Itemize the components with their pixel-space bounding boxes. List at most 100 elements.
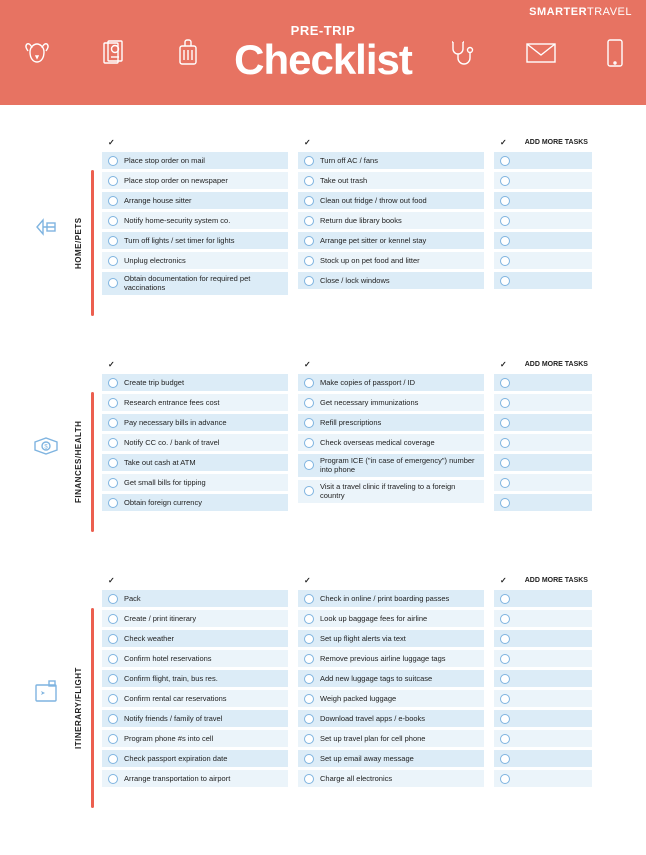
task-row-blank bbox=[494, 710, 592, 727]
checkbox-circle[interactable] bbox=[304, 438, 314, 448]
checkbox-circle[interactable] bbox=[500, 196, 510, 206]
stethoscope-icon bbox=[447, 38, 475, 68]
task-text: Remove previous airline luggage tags bbox=[320, 654, 446, 663]
checkbox-circle[interactable] bbox=[500, 156, 510, 166]
checkbox-circle[interactable] bbox=[500, 418, 510, 428]
checkbox-circle[interactable] bbox=[500, 634, 510, 644]
checkbox-circle[interactable] bbox=[108, 196, 118, 206]
task-text: Download travel apps / e-books bbox=[320, 714, 425, 723]
checkbox-circle[interactable] bbox=[304, 398, 314, 408]
checkbox-circle[interactable] bbox=[500, 774, 510, 784]
checkbox-circle[interactable] bbox=[500, 714, 510, 724]
task-row-blank bbox=[494, 434, 592, 451]
checkbox-circle[interactable] bbox=[304, 460, 314, 470]
task-text: Place stop order on mail bbox=[124, 156, 205, 165]
check-mark-icon: ✓ bbox=[500, 138, 507, 147]
checkbox-circle[interactable] bbox=[500, 614, 510, 624]
checkbox-circle[interactable] bbox=[500, 594, 510, 604]
checkbox-circle[interactable] bbox=[108, 278, 118, 288]
checkbox-circle[interactable] bbox=[500, 734, 510, 744]
checkbox-circle[interactable] bbox=[108, 458, 118, 468]
checkbox-circle[interactable] bbox=[108, 734, 118, 744]
checkbox-circle[interactable] bbox=[500, 458, 510, 468]
checkbox-circle[interactable] bbox=[304, 236, 314, 246]
section-home: HOME/PETS✓Place stop order on mailPlace … bbox=[18, 135, 628, 323]
checkbox-circle[interactable] bbox=[500, 478, 510, 488]
checkbox-circle[interactable] bbox=[304, 418, 314, 428]
checkbox-circle[interactable] bbox=[304, 734, 314, 744]
check-mark-icon: ✓ bbox=[108, 576, 115, 585]
checkbox-circle[interactable] bbox=[304, 614, 314, 624]
checkbox-circle[interactable] bbox=[500, 236, 510, 246]
task-text: Take out cash at ATM bbox=[124, 458, 196, 467]
checkbox-circle[interactable] bbox=[304, 156, 314, 166]
task-row-blank bbox=[494, 750, 592, 767]
task-row-blank bbox=[494, 272, 592, 289]
checkbox-circle[interactable] bbox=[108, 256, 118, 266]
checkbox-circle[interactable] bbox=[500, 378, 510, 388]
checkbox-circle[interactable] bbox=[108, 156, 118, 166]
task-row-blank bbox=[494, 610, 592, 627]
brand-logo: SMARTERTRAVEL bbox=[529, 6, 632, 18]
checkbox-circle[interactable] bbox=[304, 594, 314, 604]
checkbox-circle[interactable] bbox=[108, 478, 118, 488]
checkbox-circle[interactable] bbox=[108, 236, 118, 246]
checkbox-circle[interactable] bbox=[108, 438, 118, 448]
checkbox-circle[interactable] bbox=[500, 674, 510, 684]
checkbox-circle[interactable] bbox=[500, 176, 510, 186]
column: ✓ADD MORE TASKS bbox=[494, 573, 592, 815]
checkbox-circle[interactable] bbox=[304, 654, 314, 664]
task-row: Close / lock windows bbox=[298, 272, 484, 289]
checkbox-circle[interactable] bbox=[304, 378, 314, 388]
add-more-label: ADD MORE TASKS bbox=[525, 139, 588, 146]
checkbox-circle[interactable] bbox=[500, 498, 510, 508]
phone-icon bbox=[606, 38, 624, 68]
checkbox-circle[interactable] bbox=[108, 654, 118, 664]
checkbox-circle[interactable] bbox=[108, 634, 118, 644]
add-more-label: ADD MORE TASKS bbox=[525, 361, 588, 368]
checkbox-circle[interactable] bbox=[304, 774, 314, 784]
checkbox-circle[interactable] bbox=[304, 754, 314, 764]
task-text: Add new luggage tags to suitcase bbox=[320, 674, 432, 683]
checkbox-circle[interactable] bbox=[108, 398, 118, 408]
add-more-label: ADD MORE TASKS bbox=[525, 577, 588, 584]
checkbox-circle[interactable] bbox=[304, 634, 314, 644]
task-text: Clean out fridge / throw out food bbox=[320, 196, 427, 205]
checkbox-circle[interactable] bbox=[304, 276, 314, 286]
checkbox-circle[interactable] bbox=[500, 216, 510, 226]
checkbox-circle[interactable] bbox=[304, 694, 314, 704]
checkbox-circle[interactable] bbox=[500, 256, 510, 266]
task-text: Notify friends / family of travel bbox=[124, 714, 222, 723]
task-row: Turn off AC / fans bbox=[298, 152, 484, 169]
checkbox-circle[interactable] bbox=[108, 418, 118, 428]
checkbox-circle[interactable] bbox=[304, 196, 314, 206]
task-row: Take out cash at ATM bbox=[102, 454, 288, 471]
checkbox-circle[interactable] bbox=[108, 674, 118, 684]
checkbox-circle[interactable] bbox=[500, 276, 510, 286]
checkbox-circle[interactable] bbox=[500, 694, 510, 704]
checkbox-circle[interactable] bbox=[108, 774, 118, 784]
checkbox-circle[interactable] bbox=[500, 398, 510, 408]
checkbox-circle[interactable] bbox=[304, 176, 314, 186]
checkbox-circle[interactable] bbox=[108, 594, 118, 604]
checkbox-circle[interactable] bbox=[304, 256, 314, 266]
checkbox-circle[interactable] bbox=[108, 714, 118, 724]
checkbox-circle[interactable] bbox=[108, 498, 118, 508]
checkbox-circle[interactable] bbox=[108, 754, 118, 764]
checkbox-circle[interactable] bbox=[108, 216, 118, 226]
checkbox-circle[interactable] bbox=[108, 694, 118, 704]
checkbox-circle[interactable] bbox=[108, 614, 118, 624]
checkbox-circle[interactable] bbox=[304, 486, 314, 496]
checkbox-circle[interactable] bbox=[500, 438, 510, 448]
checkbox-circle[interactable] bbox=[304, 714, 314, 724]
section-accent-bar bbox=[91, 608, 94, 808]
task-row: Pay necessary bills in advance bbox=[102, 414, 288, 431]
section-columns: ✓Place stop order on mailPlace stop orde… bbox=[102, 135, 628, 323]
checkbox-circle[interactable] bbox=[304, 216, 314, 226]
checkbox-circle[interactable] bbox=[500, 754, 510, 764]
checkbox-circle[interactable] bbox=[304, 674, 314, 684]
checkbox-circle[interactable] bbox=[500, 654, 510, 664]
task-text: Check in online / print boarding passes bbox=[320, 594, 449, 603]
checkbox-circle[interactable] bbox=[108, 176, 118, 186]
checkbox-circle[interactable] bbox=[108, 378, 118, 388]
